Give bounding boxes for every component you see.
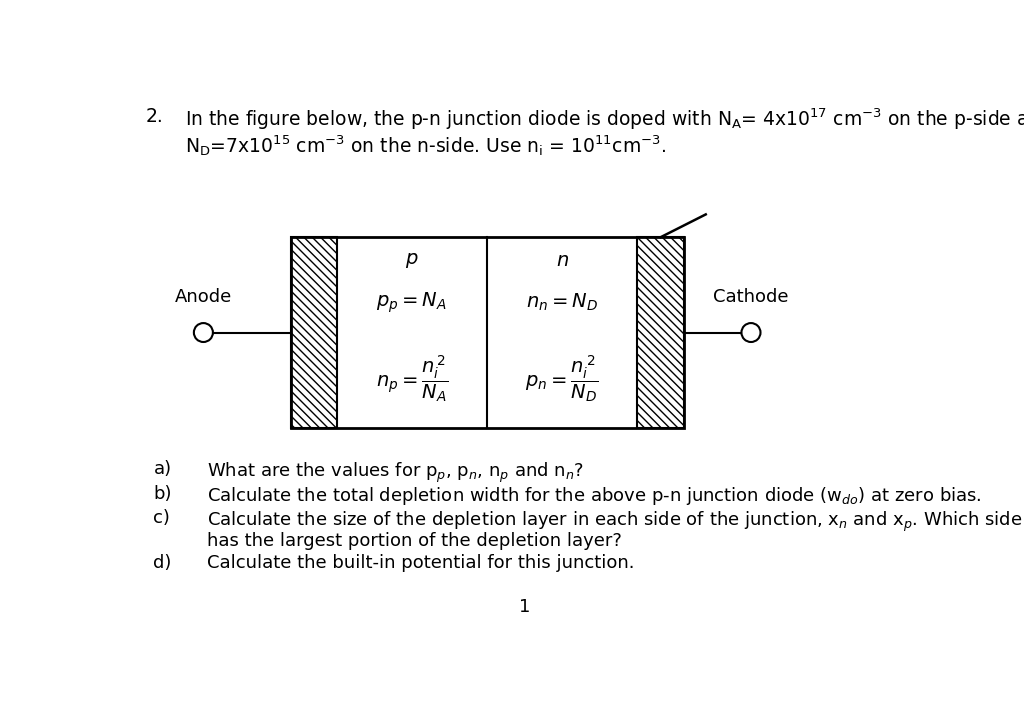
- Text: 2.: 2.: [145, 107, 163, 126]
- Bar: [291, 238, 684, 428]
- Text: What are the values for p$_p$, p$_n$, n$_p$ and n$_n$?: What are the values for p$_p$, p$_n$, n$…: [207, 460, 585, 485]
- Text: $p_p = N_A$: $p_p = N_A$: [377, 291, 447, 315]
- Text: a): a): [154, 460, 172, 479]
- Bar: [638, 238, 684, 428]
- Text: b): b): [154, 485, 172, 503]
- Text: has the largest portion of the depletion layer?: has the largest portion of the depletion…: [207, 532, 623, 550]
- Text: d): d): [154, 554, 172, 572]
- Text: 1: 1: [519, 598, 530, 617]
- Text: $n_p = \dfrac{n_i^{\,2}}{N_A}$: $n_p = \dfrac{n_i^{\,2}}{N_A}$: [376, 354, 447, 404]
- Text: Calculate the total depletion width for the above p-n junction diode (w$_{do}$) : Calculate the total depletion width for …: [207, 485, 982, 507]
- Bar: [291, 238, 337, 428]
- Text: Anode: Anode: [175, 288, 232, 306]
- Text: In the figure below, the p-n junction diode is doped with N$_\mathregular{A}$= 4: In the figure below, the p-n junction di…: [185, 107, 1024, 132]
- Text: c): c): [154, 510, 170, 527]
- Text: N$_\mathregular{D}$=7x10$^{15}$ cm$^{-3}$ on the n-side. Use n$_\mathregular{i}$: N$_\mathregular{D}$=7x10$^{15}$ cm$^{-3}…: [185, 133, 667, 158]
- Text: Calculate the size of the depletion layer in each side of the junction, x$_n$ an: Calculate the size of the depletion laye…: [207, 510, 1023, 534]
- Text: $p$: $p$: [404, 251, 419, 269]
- Text: $n$: $n$: [556, 251, 568, 269]
- Text: $n_n = N_D$: $n_n = N_D$: [526, 292, 598, 313]
- Text: Cathode: Cathode: [714, 288, 788, 306]
- Text: $p_n = \dfrac{n_i^{\,2}}{N_D}$: $p_n = \dfrac{n_i^{\,2}}{N_D}$: [525, 354, 599, 404]
- Text: Calculate the built-in potential for this junction.: Calculate the built-in potential for thi…: [207, 554, 635, 572]
